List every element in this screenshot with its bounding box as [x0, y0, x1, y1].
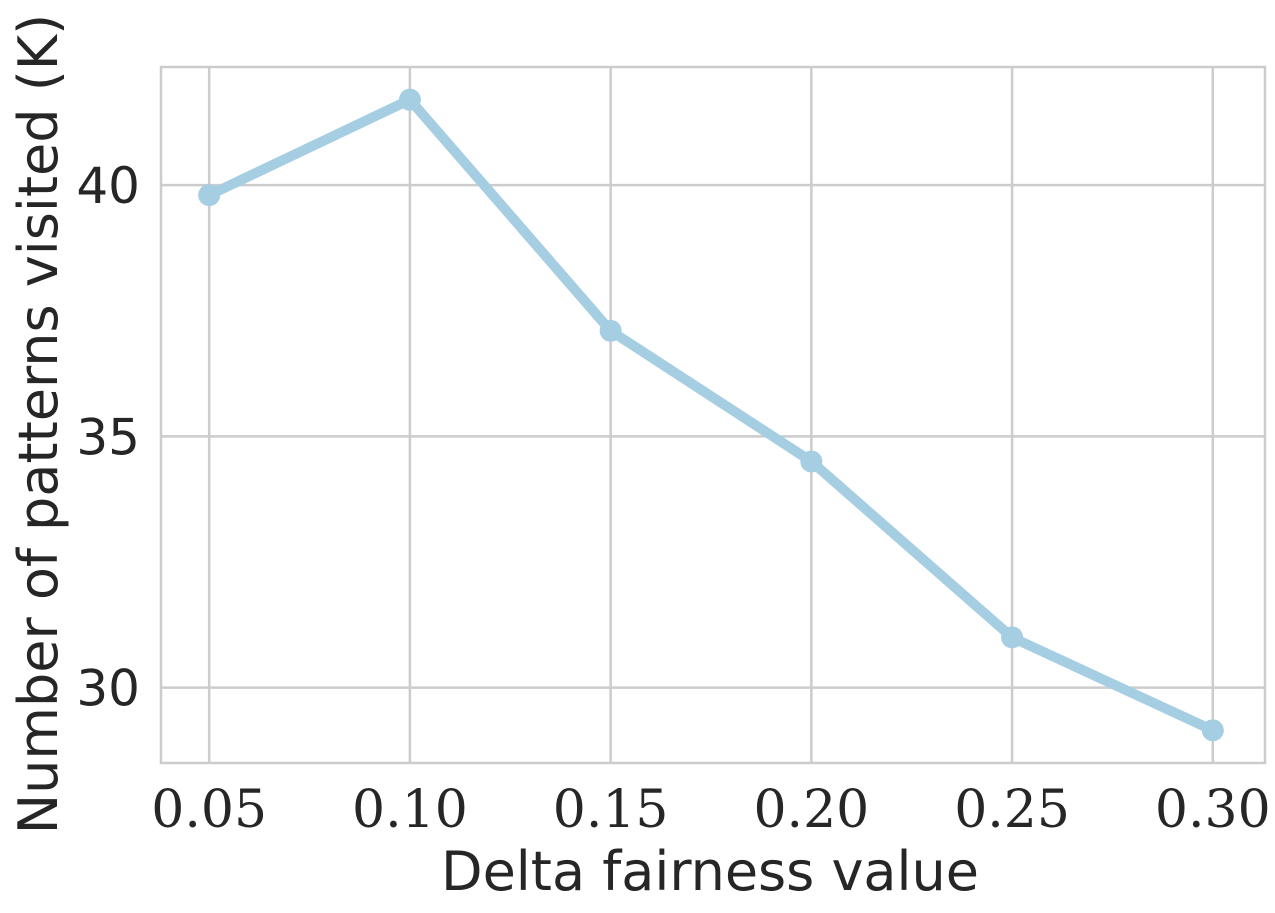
data-point	[198, 184, 221, 207]
plot-frame	[159, 65, 1267, 765]
y-tick-label: 35	[76, 408, 140, 466]
y-axis-label: Number of patterns visited (K)	[7, 14, 70, 835]
data-point	[1201, 719, 1224, 742]
y-tick-label: 30	[76, 660, 140, 718]
y-tick-labels: 30 35 40	[76, 157, 140, 718]
x-tick-label: 0.25	[954, 780, 1070, 840]
y-gridlines	[161, 183, 1265, 689]
data-point	[1001, 626, 1024, 649]
x-tick-label: 0.10	[352, 780, 468, 840]
x-tick-label: 0.20	[753, 780, 869, 840]
x-axis-label: Delta fairness value	[441, 840, 979, 903]
series-line	[207, 94, 1215, 735]
x-tick-label: 0.05	[151, 780, 267, 840]
x-tick-label: 0.30	[1155, 780, 1271, 840]
x-tick-labels: 0.05 0.10 0.15 0.20 0.25 0.30	[151, 780, 1270, 840]
data-point	[599, 319, 622, 342]
x-gridlines	[207, 67, 1215, 763]
series-layer	[198, 88, 1224, 742]
data-point	[398, 88, 421, 111]
y-tick-label: 40	[76, 157, 140, 215]
data-point	[800, 450, 823, 473]
x-tick-label: 0.15	[553, 780, 669, 840]
